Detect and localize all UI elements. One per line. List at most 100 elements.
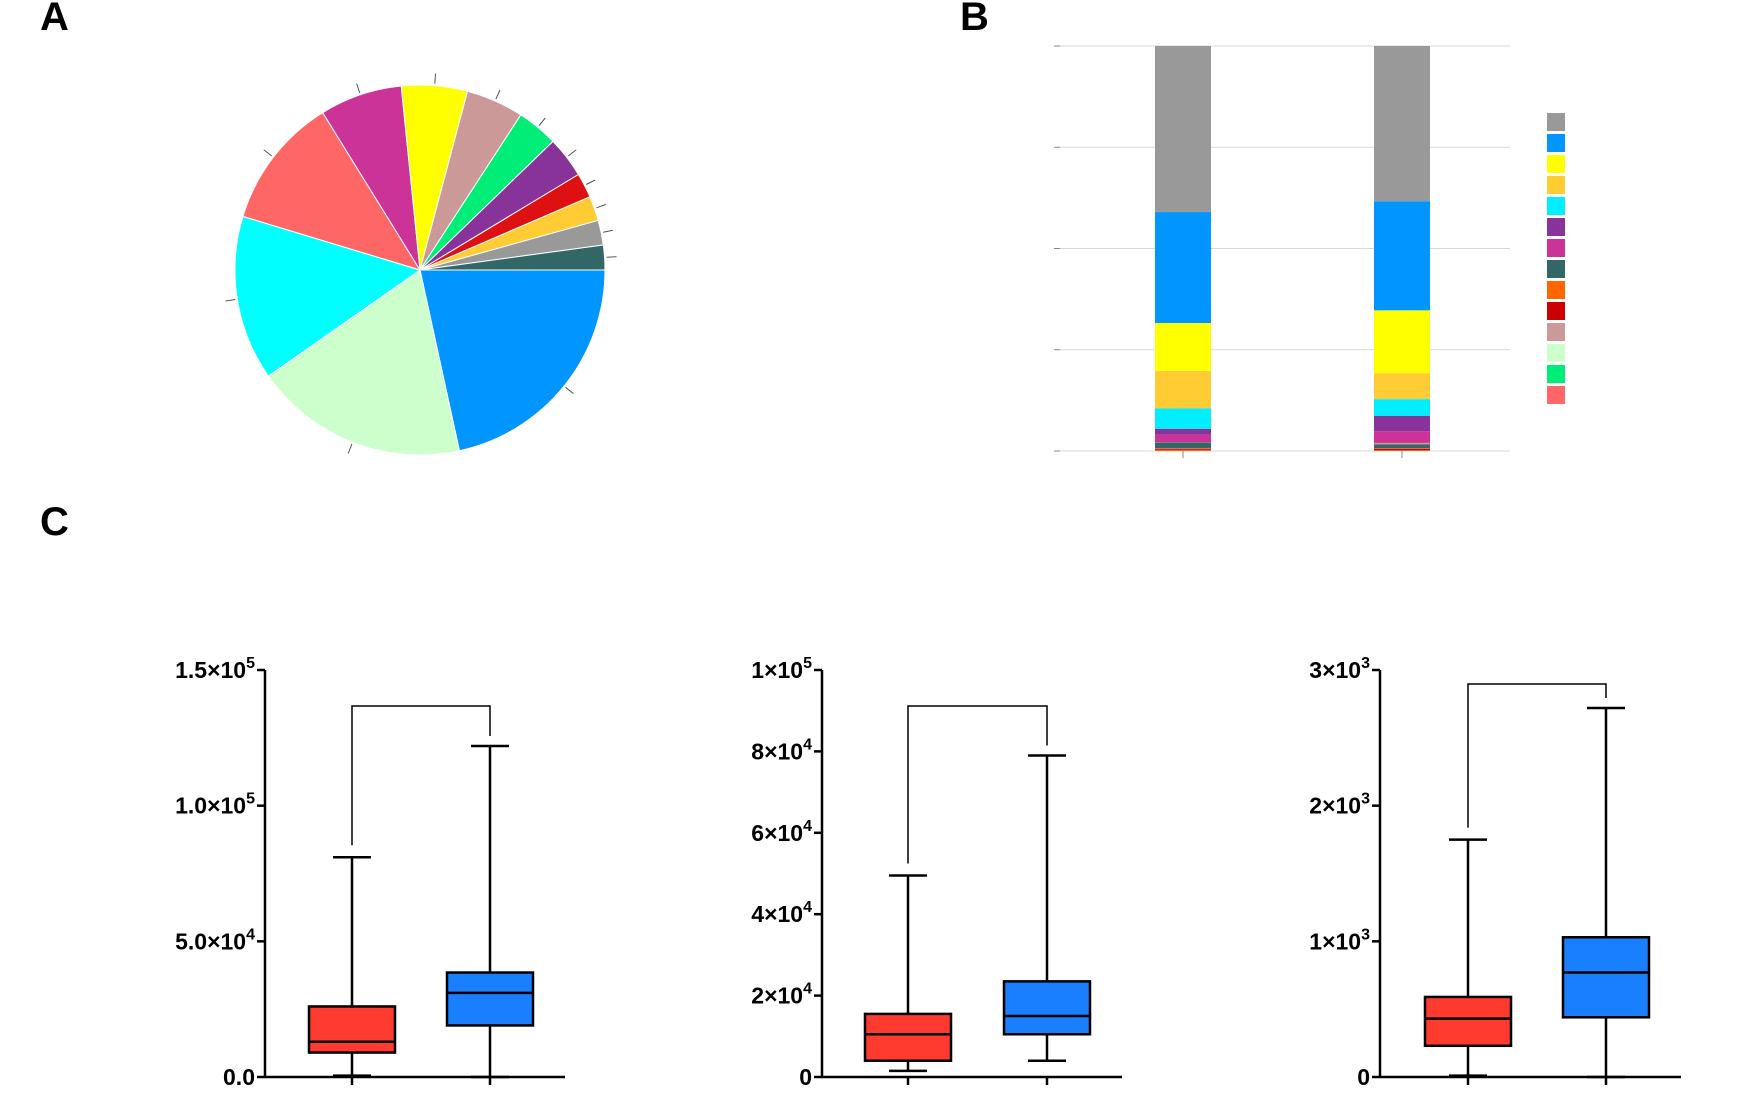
y-tick-label-base: 1.5×10 [175,657,246,683]
legend-swatch-phenols [1547,344,1565,362]
y-tick-label: 2×104 [751,981,812,1009]
legend-swatch-benzoic-acids [1547,323,1565,341]
y-tick-label-base: 5.0×10 [175,928,246,954]
bar-segment-crc-phenylpropanoic-acids [1374,415,1430,432]
box-crc [1423,995,1513,1048]
bar-segment-crc-carbohydrates [1374,373,1430,400]
significance-bracket [351,705,491,846]
y-tick-label-base: 8×10 [751,738,803,764]
pie-leader-line [434,73,437,84]
pie-leader-line [567,149,577,157]
significance-bracket [1467,683,1607,828]
pie-chart [225,73,617,456]
pie-leader-line [495,89,501,100]
bar-segment-nc-phenylpropanoic-acids [1155,428,1211,435]
box-nc [1002,980,1092,1036]
pie-leader-line [538,117,546,127]
pie-leader-line [586,179,596,185]
bar-segment-nc-benzenoids [1155,434,1211,443]
pie-slice-fatty-acids [267,269,461,456]
legend-swatch-organic-acids [1547,197,1565,215]
y-tick-label-exponent: 5 [246,655,255,672]
pie-leader-line [602,229,614,233]
legend-swatch-indoles [1547,365,1565,383]
y-tick-label-exponent: 3 [1361,926,1370,943]
y-tick-label-base: 1×10 [751,657,803,683]
y-tick-label-exponent: 4 [803,981,812,998]
y-tick-label-base: 0 [799,1064,812,1090]
y-tick-label: 0.0 [223,1064,255,1090]
legend-swatch-carbohydrates [1547,176,1565,194]
bar-segment-crc-scfas [1374,310,1430,374]
y-tick-label-exponent: 4 [803,818,812,835]
stacked-bar-chart [1054,45,1565,458]
bar-segment-crc-organic-acids [1374,399,1430,416]
pie-leader-line [347,443,353,454]
bar-segment-nc-carbohydrates [1155,370,1211,409]
y-tick-label-base: 3×10 [1309,657,1361,683]
legend-swatch-carnitines [1547,386,1565,404]
legend-swatch-benzenoids [1547,239,1565,257]
y-tick-label: 1×103 [1309,926,1370,954]
pie-leader-line [565,386,574,394]
y-tick-label-exponent: 3 [1361,791,1370,808]
pie-leader-line [263,149,273,157]
y-tick-label: 6×104 [751,818,812,846]
y-tick-label: 5.0×104 [175,926,255,954]
pie-leader-line [606,256,617,258]
y-tick-label: 1.0×105 [175,791,255,819]
panel-letter-a: A [40,0,69,39]
box-crc [307,1005,397,1054]
y-tick-label-exponent: 4 [803,899,812,916]
y-tick-label: 2×103 [1309,791,1370,819]
y-tick-label-exponent: 5 [246,791,255,808]
bar-segment-crc-fatty-acids [1374,46,1430,202]
bar-segment-nc-amino-acids [1155,212,1211,324]
y-tick-label-base: 6×10 [751,820,803,846]
bar-segment-crc-amino-acids [1374,201,1430,311]
bar-segment-nc-scfas [1155,323,1211,371]
y-tick-label-base: 2×10 [1309,793,1361,819]
y-tick-label-base: 0.0 [223,1064,255,1090]
y-tick-label: 0 [799,1064,812,1090]
pie-leader-line [596,204,606,209]
bar-segment-nc-bile-acids [1155,442,1211,449]
bar-segment-nc-organic-acids [1155,408,1211,429]
box-plots: 0.05.0×1041.0×1051.5×10502×1044×1046×104… [175,655,1681,1090]
y-tick-label-exponent: 4 [803,736,812,753]
bar-segment-crc-benzenoids [1374,431,1430,443]
bar-segment-crc-pyridines [1374,448,1430,451]
y-tick-label-base: 2×10 [751,983,803,1009]
legend-swatch-phenylpropanoic-acids [1547,218,1565,236]
legend-swatch-scfas [1547,155,1565,173]
box-nc [445,971,535,1027]
pie-slice-amino-acids [419,269,606,452]
pie-leader-line [225,299,236,302]
panel-letter-c: C [40,500,69,544]
pie-leader-line [356,83,361,94]
legend-swatch-phenylpropanoids [1547,281,1565,299]
y-tick-label-exponent: 3 [1361,655,1370,672]
y-tick-label-base: 1×10 [1309,928,1361,954]
legend-swatch-amino-acids [1547,134,1565,152]
legend-swatch-fatty-acids [1547,113,1565,131]
panel-letter-b: B [960,0,989,39]
box-crc [863,1012,953,1062]
y-tick-label-exponent: 5 [803,655,812,672]
y-tick-label-exponent: 4 [246,926,255,943]
box-nc [1561,936,1651,1019]
bar-segment-nc-fatty-acids [1155,46,1211,213]
y-tick-label-base: 4×10 [751,901,803,927]
legend-swatch-pyridines [1547,302,1565,320]
bar-segment-nc-phenylpropanoids [1155,449,1211,451]
y-tick-label: 1.5×105 [175,655,255,683]
y-tick-label: 0 [1357,1064,1370,1090]
y-tick-label-base: 0 [1357,1064,1370,1090]
y-tick-label: 4×104 [751,899,812,927]
pie-slice-phenols [419,244,606,271]
y-tick-label-base: 1.0×10 [175,793,246,819]
bar-segment-crc-phenylpropanoids [1374,450,1430,451]
bar-segment-crc-bile-acids [1374,444,1430,449]
pie-slice-bile-acids [242,111,422,271]
